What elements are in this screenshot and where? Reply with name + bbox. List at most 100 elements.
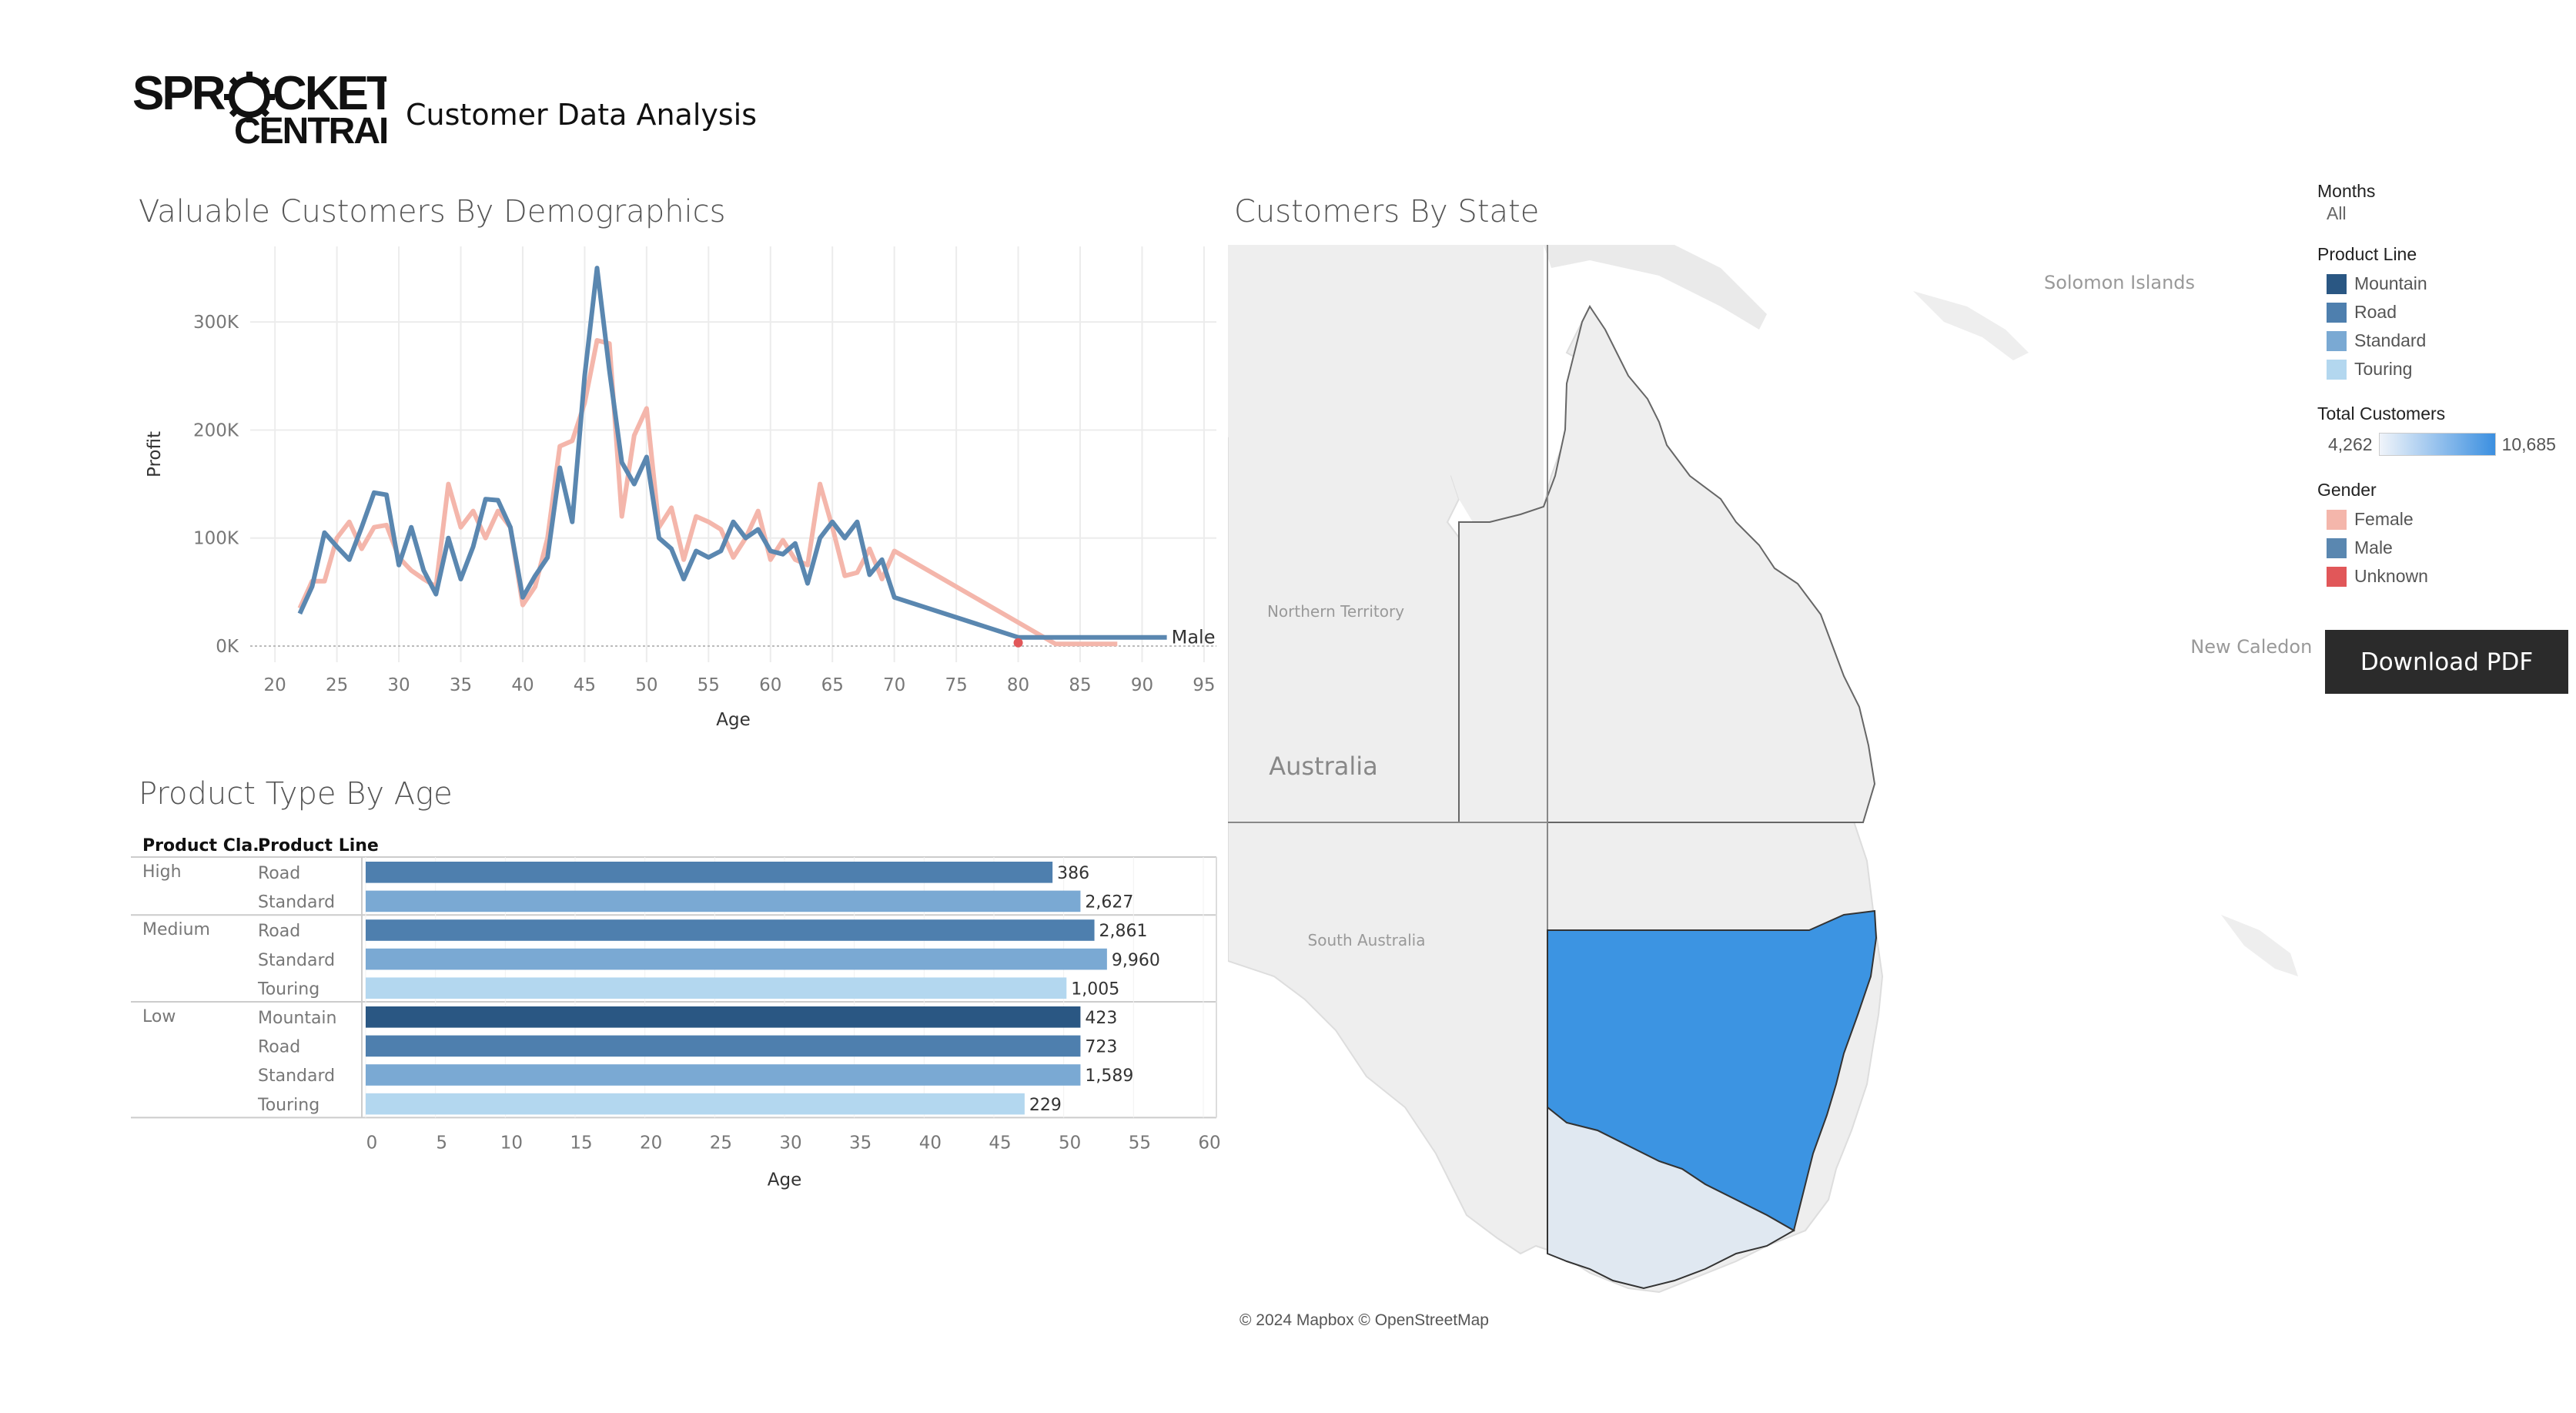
legend-panel: Months All Product Line Mountain Road St… [2317,181,2576,611]
x-tick-label: 25 [326,675,348,695]
map-state-vic[interactable] [1547,1105,1796,1290]
bar-x-tick-label: 35 [849,1133,871,1153]
bar [366,948,1107,970]
bar-value-label: 423 [1085,1009,1117,1028]
bar-value-label: 1,589 [1085,1066,1133,1086]
product-class-label: Low [142,1007,176,1026]
bar-x-tick-label: 20 [640,1133,662,1153]
product-class-label: Medium [142,920,210,939]
swatch-mountain [2327,273,2347,294]
map-state-qld [1458,305,1876,823]
bar-value-label: 2,861 [1099,922,1148,941]
product-line-legend: Product Line Mountain Road Standard Tour… [2317,244,2576,383]
bar-x-tick-label: 0 [366,1133,378,1153]
profit-by-age-line-chart[interactable]: 20 25 30 35 40 45 50 55 60 65 70 75 80 85 90 95 0K 100K 20… [131,231,1224,755]
map-land-newcaledonia [2221,915,2298,976]
bar [366,890,1081,912]
line-chart-title: Valuable Customers By Demographics [139,194,726,229]
product-class-label: High [142,862,182,882]
product-type-by-age-bar-chart[interactable]: Product Cla..Product Line High Road Standar… [131,828,1224,1197]
legend-item-label: Mountain [2354,273,2427,293]
y-tick-label: 0K [216,637,239,657]
customers-by-state-map[interactable]: Solomon Islands New Caledonia Northern T… [1228,245,2313,1335]
product-line-label: Standard [258,893,335,912]
swatch-female [2327,509,2347,530]
legend-item-label: Female [2354,509,2414,529]
legend-item-standard[interactable]: Standard [2327,326,2576,355]
column-header-product-line: Product Line [258,836,379,856]
legend-item-label: Road [2354,302,2397,322]
bar-x-tick-label: 5 [436,1133,447,1153]
total-customers-gradient [2378,433,2496,456]
legend-item-unknown[interactable]: Unknown [2327,562,2576,591]
x-tick-label: 85 [1069,675,1091,695]
bar-x-tick-label: 25 [710,1133,732,1153]
logo-text-line2: CENTRAL [234,111,386,148]
map-label-south-australia: South Australia [1308,931,1426,949]
gender-legend-title: Gender [2317,480,2377,500]
column-header-product-class: Product Cla.. [142,836,266,856]
bar [366,862,1053,883]
bar-x-tick-label: 30 [779,1133,801,1153]
map-land-png [1544,245,1767,330]
product-line-label: Road [258,864,300,883]
x-tick-label: 80 [1007,675,1029,695]
total-customers-legend-title: Total Customers [2317,403,2446,424]
sprocket-central-logo: SPR CKET CENTRAL [132,71,386,148]
download-pdf-button[interactable]: Download PDF [2325,630,2568,694]
legend-item-male[interactable]: Male [2327,534,2576,562]
bar-x-tick-label: 10 [500,1133,523,1153]
bar-value-label: 1,005 [1071,979,1119,999]
map-label-northern-territory: Northern Territory [1267,602,1404,621]
map-label-new-caledonia: New Caledonia [2190,636,2313,658]
y-axis-label: Profit [145,431,165,477]
months-filter[interactable]: Months All [2317,181,2576,224]
x-axis-label: Age [716,710,750,730]
y-tick-label: 100K [193,529,239,549]
product-line-label: Standard [258,1066,335,1086]
legend-item-label: Standard [2354,330,2427,350]
x-tick-label: 55 [698,675,720,695]
total-customers-legend: Total Customers 4,262 10,685 [2317,403,2576,460]
bar-x-tick-label: 50 [1059,1133,1081,1153]
bar-x-tick-label: 45 [989,1133,1011,1153]
legend-item-label: Male [2354,537,2393,557]
map-label-solomon: Solomon Islands [2044,272,2195,293]
product-line-label: Touring [257,1096,319,1115]
svg-text:CKET: CKET [273,71,386,120]
map-label-australia: Australia [1269,752,1378,781]
x-tick-label: 65 [821,675,844,695]
series-point-unknown [1013,638,1023,648]
x-tick-label: 35 [450,675,472,695]
swatch-male [2327,537,2347,558]
map-land-solomon [1913,291,2029,360]
y-tick-label: 300K [193,313,239,333]
legend-item-mountain[interactable]: Mountain [2327,270,2576,298]
product-line-label: Road [258,1038,300,1057]
bar [366,1093,1025,1115]
months-filter-value[interactable]: All [2327,203,2347,223]
x-tick-label: 90 [1131,675,1153,695]
map-title: Customers By State [1234,194,1540,229]
swatch-touring [2327,359,2347,380]
product-line-label: Touring [257,979,319,999]
bar [366,1006,1081,1028]
swatch-unknown [2327,566,2347,587]
map-land-north [1228,245,1544,537]
gender-legend: Gender Female Male Unknown [2317,480,2576,591]
x-tick-label: 40 [511,675,534,695]
logo-text-line1: SPR [132,71,226,120]
legend-item-road[interactable]: Road [2327,298,2576,326]
bar-value-label: 2,627 [1085,893,1133,912]
product-line-label: Mountain [258,1009,337,1028]
swatch-road [2327,302,2347,323]
sprocket-gear-icon [224,72,275,122]
bar-value-label: 723 [1085,1038,1117,1057]
series-line-female [297,338,1118,647]
total-customers-min: 4,262 [2328,434,2373,454]
bar-chart-title: Product Type By Age [139,776,453,812]
legend-item-touring[interactable]: Touring [2327,355,2576,383]
legend-item-female[interactable]: Female [2327,505,2576,534]
product-line-label: Standard [258,951,335,970]
x-tick-label: 45 [574,675,596,695]
